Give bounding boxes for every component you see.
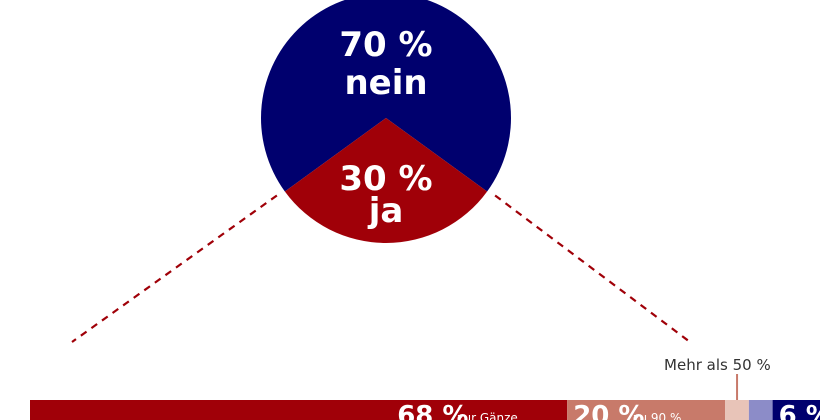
bar-callout: Mehr als 50 % [664, 356, 771, 400]
pie-value-label: 30 % [339, 159, 432, 199]
bar-segment [30, 400, 568, 420]
pie-to-bar-connector [71, 194, 691, 343]
bar-category-label: nein [827, 411, 840, 420]
pie-slice-nein [261, 0, 511, 192]
pie-value-label: 70 % [339, 25, 432, 65]
bar-segment [772, 400, 820, 420]
bar-value-label: 68 % [397, 401, 468, 420]
bar-value-label: 6 % [779, 401, 832, 420]
connector-left [71, 194, 278, 343]
bar-segment [748, 400, 773, 420]
pie-category-label: nein [344, 63, 427, 103]
bar-value-label: 20 % [573, 401, 644, 420]
callout-label: Mehr als 50 % [664, 356, 771, 374]
bar-category-label: zu 90 % [633, 411, 681, 420]
bar-segment [567, 400, 726, 420]
pie-chart: 70 %nein 30 %ja [261, 0, 511, 244]
bar-category-label: zur Gänze [457, 411, 518, 420]
bar-segment [725, 400, 749, 420]
connector-right [494, 194, 691, 343]
pie-category-label: ja [367, 191, 404, 231]
stacked-bar-chart: 68 %zur Gänze 20 %zu 90 % 6 %nein [30, 400, 840, 420]
pie-slice-ja [284, 118, 488, 244]
